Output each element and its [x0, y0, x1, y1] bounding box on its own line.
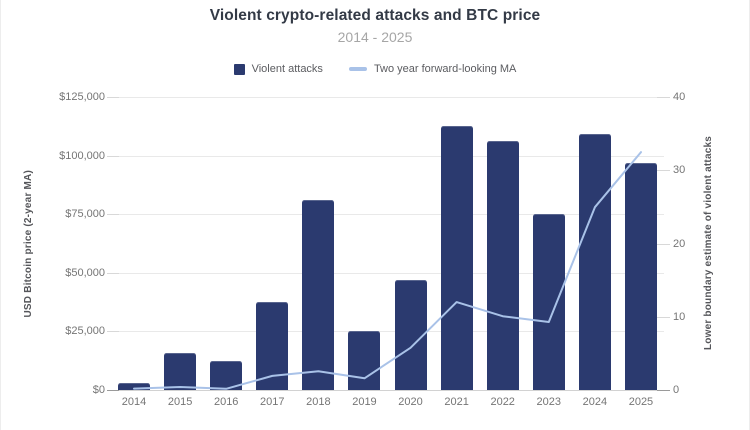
x-axis-label-2019: 2019 — [352, 396, 377, 408]
left-tick-mark — [107, 390, 119, 391]
bar-2024[interactable] — [578, 133, 611, 390]
left-axis-tick-label: $25,000 — [65, 325, 105, 338]
gridline — [111, 390, 664, 391]
left-tick-mark — [107, 331, 119, 333]
right-axis-tick-label: 20 — [673, 237, 686, 250]
x-axis-label-2021: 2021 — [444, 396, 469, 408]
left-tick-mark — [107, 272, 119, 274]
left-axis-tick-labels: $125,000 $100,000 $75,000 $50,000 $25,000 $0 — [1, 91, 105, 396]
right-tick-mark — [657, 390, 670, 391]
right-axis-tick-label: 10 — [673, 310, 686, 323]
x-axis-label-2023: 2023 — [536, 396, 562, 408]
legend-label-forward-ma: Two year forward-looking MA — [373, 63, 517, 75]
left-tick-mark — [107, 155, 119, 157]
chart-legend: Violent attacks Two year forward-looking… — [1, 61, 749, 77]
x-axis-label-2016: 2016 — [213, 396, 239, 408]
bar-2020[interactable] — [394, 280, 427, 390]
left-axis-tick-label: $50,000 — [65, 266, 105, 279]
left-axis-tick-label: $0 — [92, 384, 105, 396]
x-axis-label-2014: 2014 — [121, 396, 147, 408]
right-axis-tick-label: 0 — [673, 384, 680, 396]
x-axis-label-2022: 2022 — [490, 396, 515, 408]
x-axis-label-2020: 2020 — [398, 396, 423, 408]
right-axis-tick-label: 30 — [673, 164, 686, 177]
ma-line-path — [133, 151, 642, 390]
bar-2015[interactable] — [164, 353, 197, 390]
legend-label-violent-attacks: Violent attacks — [251, 63, 323, 75]
bar-2021[interactable] — [440, 126, 473, 390]
gridline — [111, 97, 664, 98]
left-axis-tick-label: $75,000 — [65, 208, 105, 221]
gridline — [111, 155, 664, 157]
legend-item-violent-attacks[interactable]: Violent attacks — [233, 63, 323, 75]
right-axis-tick-label: 40 — [673, 91, 686, 103]
bar-2025[interactable] — [624, 162, 657, 390]
x-axis-label-2017: 2017 — [260, 396, 285, 408]
bar-2014[interactable] — [118, 382, 151, 390]
left-axis-tick-label: $125,000 — [59, 91, 105, 103]
right-tick-mark — [657, 170, 670, 172]
left-tick-mark — [107, 214, 119, 216]
x-axis-labels: 2014 2015 2016 2017 2018 2019 2020 2021 2022 2023… — [111, 396, 664, 412]
bar-2022[interactable] — [486, 140, 519, 390]
gridline — [111, 214, 664, 216]
chart-subtitle: 2014 - 2025 — [337, 29, 413, 45]
x-axis-label-2018: 2018 — [306, 396, 331, 408]
plot-area — [107, 97, 670, 391]
bar-2018[interactable] — [302, 199, 335, 390]
legend-item-forward-ma[interactable]: Two year forward-looking MA — [348, 63, 517, 75]
chart-title: Violent crypto-related attacks and BTC p… — [209, 7, 541, 24]
x-axis-label-2025: 2025 — [628, 396, 654, 408]
gridline — [111, 272, 664, 274]
bar-swatch-icon — [233, 63, 245, 75]
line-swatch-icon — [348, 67, 367, 71]
left-tick-mark — [107, 97, 119, 98]
right-axis-tick-labels: 40 30 20 10 0 — [673, 91, 713, 396]
right-tick-mark — [657, 243, 670, 245]
bar-2023[interactable] — [532, 214, 565, 390]
bar-2019[interactable] — [348, 331, 381, 390]
x-axis-label-2024: 2024 — [582, 396, 608, 408]
right-tick-mark — [657, 316, 670, 318]
ma-line-series — [133, 151, 642, 390]
left-axis-tick-label: $100,000 — [59, 149, 105, 162]
gridline — [111, 331, 664, 333]
x-axis-label-2015: 2015 — [167, 396, 193, 408]
right-tick-mark — [657, 97, 670, 98]
